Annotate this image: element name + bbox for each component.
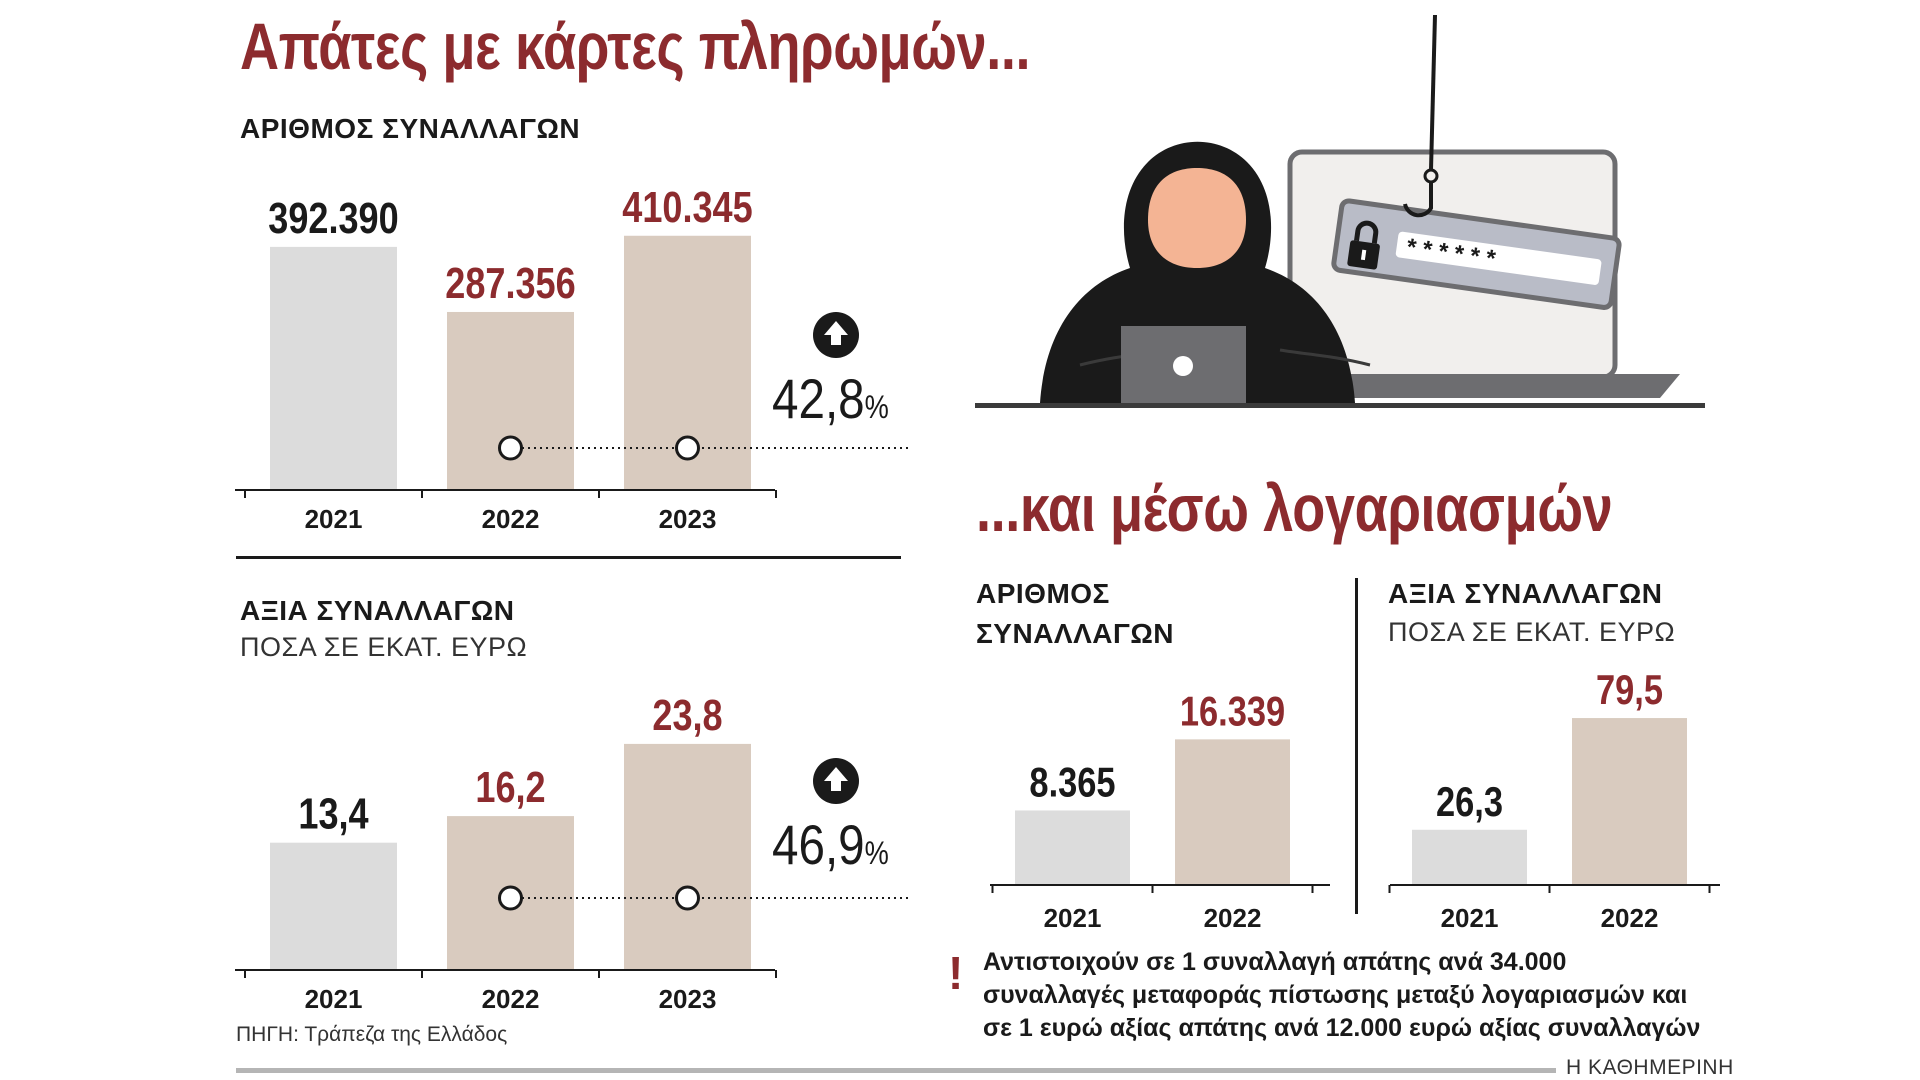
bar <box>1175 739 1290 885</box>
data-label: 16,2 <box>475 763 545 812</box>
bar <box>270 246 397 490</box>
data-label: 23,8 <box>652 691 722 740</box>
tick-label: 2022 <box>482 984 540 1014</box>
percent-sign: % <box>864 835 889 871</box>
reference-dot <box>675 435 700 461</box>
bottom-rule <box>236 1068 1556 1073</box>
acc-count-label-line2: ΣΥΝΑΛΛΑΓΩΝ <box>976 618 1174 649</box>
cards-count-change-value: 42,8 <box>772 367 865 430</box>
cards-count-chart: 392.390 2021 287.356 2022 410.345 2023 <box>235 182 910 534</box>
hacker-illustration: * * * * * * <box>975 14 1705 408</box>
fishing-hook-icon <box>1403 14 1439 218</box>
tick-label: 2021 <box>305 504 363 534</box>
password-field-icon: * * * * * * <box>1331 198 1622 310</box>
percent-sign: % <box>864 389 889 425</box>
tick-label: 2022 <box>1204 903 1262 933</box>
tick-label: 2022 <box>1601 903 1659 933</box>
brand-logo: Η ΚΑΘΗΜΕΡΙΝΗ <box>1566 1056 1734 1079</box>
exclamation-icon: ! <box>948 947 964 999</box>
data-label: 16.339 <box>1180 688 1285 735</box>
data-label: 410.345 <box>622 182 752 231</box>
reference-dot <box>498 435 523 461</box>
reference-dot <box>675 885 700 911</box>
hooded-hacker-icon <box>1040 141 1371 406</box>
bar <box>1572 718 1687 885</box>
padlock-icon <box>1347 220 1380 270</box>
cards-value-label: ΑΞΙΑ ΣΥΝΑΛΛΑΓΩΝ <box>240 595 515 626</box>
cards-count-change: 42,8% <box>772 366 889 431</box>
tick-label: 2022 <box>482 504 540 534</box>
cards-count-label: ΑΡΙΘΜΟΣ ΣΥΝΑΛΛΑΓΩΝ <box>240 113 581 144</box>
acc-value-label: ΑΞΙΑ ΣΥΝΑΛΛΑΓΩΝ <box>1388 578 1663 609</box>
tick-label: 2021 <box>1044 903 1102 933</box>
panel-divider <box>1355 578 1358 914</box>
footnote: Αντιστοιχούν σε 1 συναλλαγή απάτης ανά 3… <box>983 946 1743 1045</box>
up-arrow-icon <box>812 757 860 810</box>
acc-count-chart: 8.365 2021 16.339 2022 <box>990 688 1330 933</box>
desk-line <box>975 403 1705 408</box>
cards-value-change: 46,9% <box>772 812 889 877</box>
tick-label: 2021 <box>305 984 363 1014</box>
tick-label: 2021 <box>1441 903 1499 933</box>
data-label: 287.356 <box>445 259 575 308</box>
up-arrow-icon <box>812 311 860 364</box>
footnote-line: συναλλαγές μεταφοράς πίστωσης μεταξύ λογ… <box>983 981 1688 1009</box>
data-label: 26,3 <box>1436 779 1503 826</box>
acc-value-sublabel: ΠΟΣΑ ΣΕ ΕΚΑΤ. ΕΥΡΩ <box>1388 617 1676 647</box>
source-note: ΠΗΓΗ: Τράπεζα της Ελλάδος <box>236 1023 508 1046</box>
section-divider <box>236 556 901 559</box>
bar <box>1015 810 1130 885</box>
cards-value-change-value: 46,9 <box>772 813 865 876</box>
bar <box>1412 829 1527 885</box>
cards-headline: Απάτες με κάρτες πληρωμών... <box>240 9 1031 83</box>
data-label: 8.365 <box>1029 759 1115 806</box>
acc-value-chart: 26,3 2021 79,5 2022 <box>1388 667 1720 933</box>
data-label: 13,4 <box>298 789 369 838</box>
acc-count-label-line1: ΑΡΙΘΜΟΣ <box>976 578 1110 609</box>
cards-value-chart: 13,4 2021 16,2 2022 23,8 2023 <box>235 691 910 1014</box>
reference-dot <box>498 885 523 911</box>
cards-value-sublabel: ΠΟΣΑ ΣΕ ΕΚΑΤ. ΕΥΡΩ <box>240 632 528 662</box>
data-label: 392.390 <box>268 194 398 243</box>
footnote-line: σε 1 ευρώ αξίας απάτης ανά 12.000 ευρώ α… <box>983 1014 1701 1042</box>
bar <box>447 311 574 490</box>
accounts-headline: ...και μέσω λογαριασμών <box>976 471 1613 545</box>
bar <box>270 842 397 970</box>
bar <box>624 743 751 970</box>
tick-label: 2023 <box>659 504 717 534</box>
data-label: 79,5 <box>1596 667 1663 714</box>
footnote-line: Αντιστοιχούν σε 1 συναλλαγή απάτης ανά 3… <box>983 948 1567 976</box>
tick-label: 2023 <box>659 984 717 1014</box>
